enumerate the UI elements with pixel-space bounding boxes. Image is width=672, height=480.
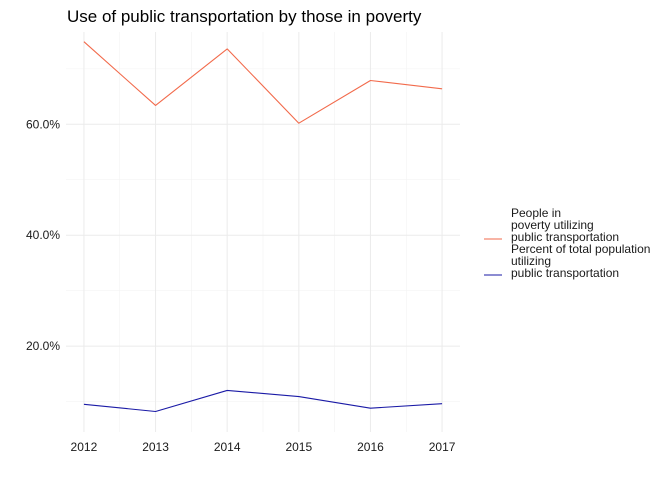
grid-lines <box>66 32 460 432</box>
x-tick-label: 2013 <box>142 440 169 454</box>
x-tick-label: 2015 <box>285 440 312 454</box>
legend-label-1: People in poverty utilizing public transpo… <box>511 206 619 244</box>
series-line-2 <box>83 389 443 413</box>
series-lines <box>83 41 443 413</box>
x-tick-label: 2014 <box>214 440 241 454</box>
series-line-1 <box>83 41 443 124</box>
chart-title: Use of public transportation by those in… <box>67 7 422 26</box>
legend-label-2: Percent of total population utilizing publ… <box>511 242 650 280</box>
x-tick-label: 2012 <box>71 440 98 454</box>
legend-item-2: Percent of total population utilizing publ… <box>484 242 650 280</box>
y-tick-label: 60.0% <box>26 117 60 131</box>
x-tick-label: 2016 <box>357 440 384 454</box>
axis-tick-labels: 2012 2013 2014 2015 2016 2017 20.0% 40.0% 60.0% <box>26 117 456 454</box>
x-tick-label: 2017 <box>429 440 456 454</box>
legend: People in poverty utilizing public transpo… <box>484 206 650 280</box>
legend-item-1: People in poverty utilizing public transpo… <box>484 206 619 244</box>
y-tick-label: 40.0% <box>26 228 60 242</box>
y-tick-label: 20.0% <box>26 339 60 353</box>
